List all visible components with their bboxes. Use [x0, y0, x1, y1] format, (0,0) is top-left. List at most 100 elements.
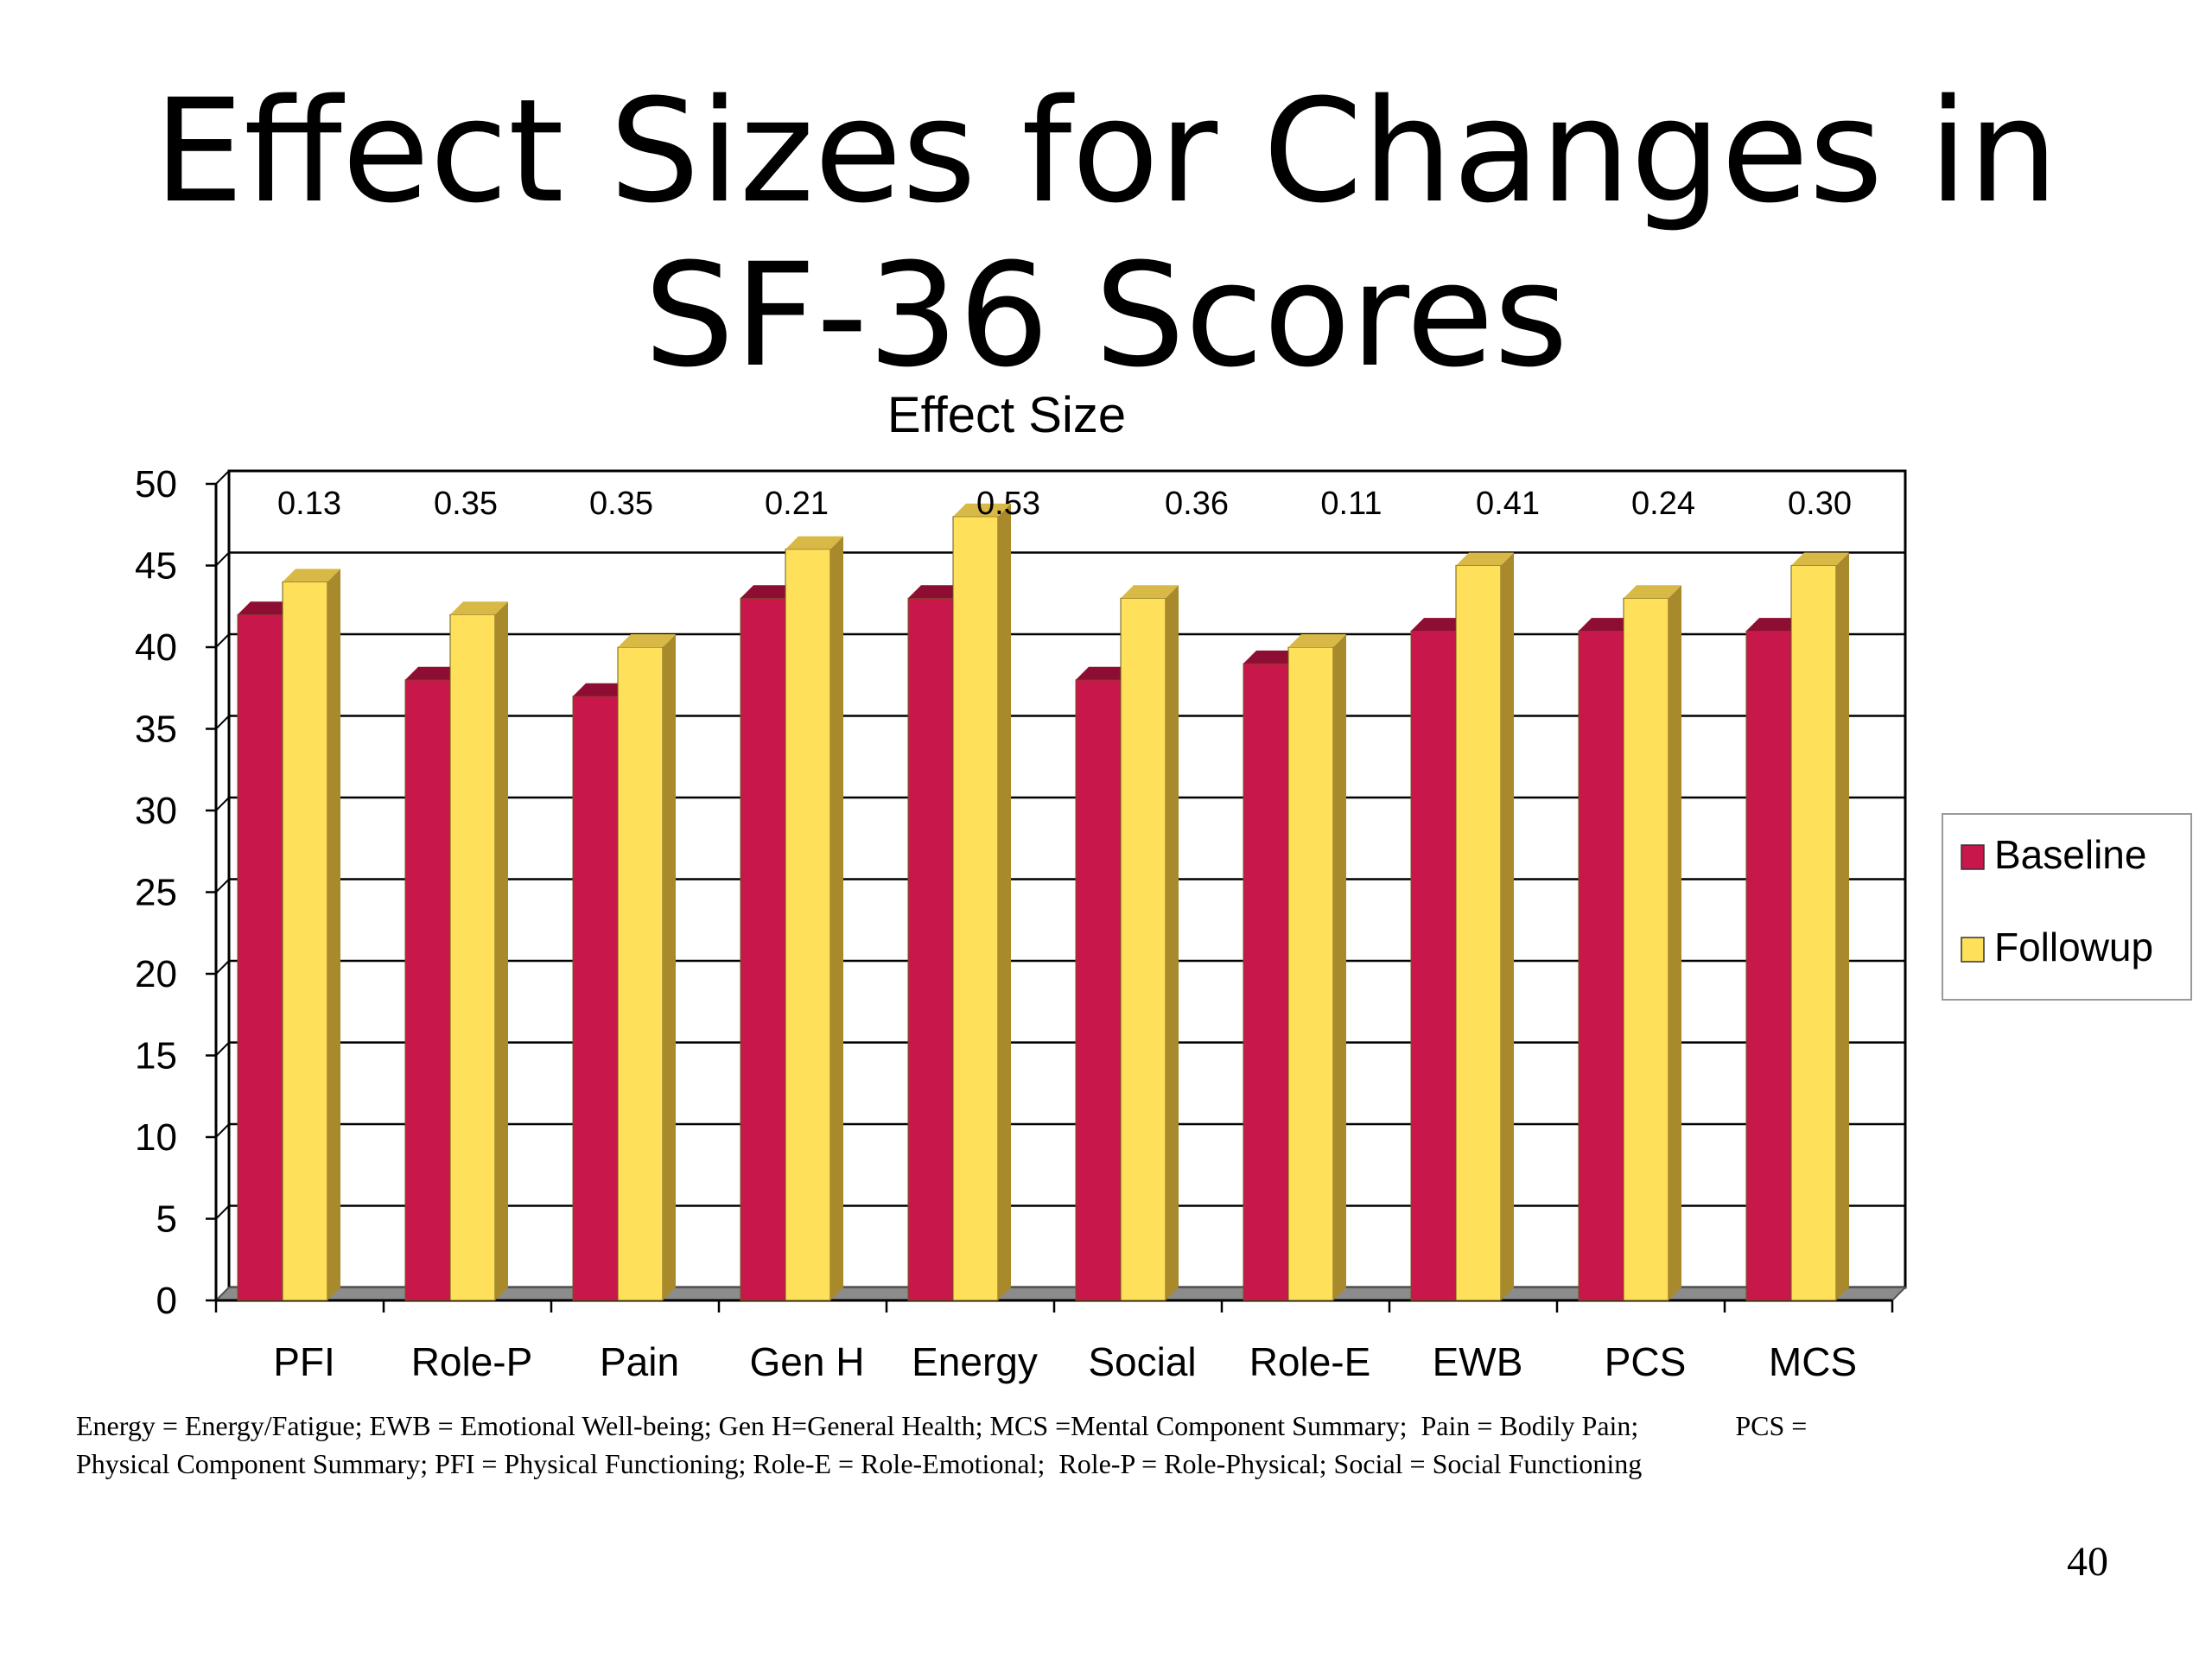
effect-size-label: 0.36 [1165, 486, 1229, 522]
gridline-side [215, 960, 230, 975]
bar-baseline [740, 597, 786, 1301]
bar-top-baseline [1243, 650, 1301, 664]
abbreviation-footnote: Energy = Energy/Fatigue; EWB = Emotional… [76, 1407, 2150, 1483]
effect-size-label: 0.13 [277, 486, 341, 522]
bar-followup [282, 581, 328, 1301]
bar-side-followup [830, 536, 843, 1300]
bar-baseline [907, 597, 954, 1301]
bar-baseline [404, 679, 451, 1301]
bar-baseline [1745, 630, 1792, 1301]
gridline-side [215, 715, 230, 730]
y-tick-label: 10 [135, 1116, 177, 1159]
chart-title: Effect Size [887, 387, 1126, 443]
y-tick-label: 15 [135, 1035, 177, 1077]
bar-followup [1287, 646, 1334, 1301]
bar-side-followup [327, 569, 340, 1300]
bar-top-followup [1791, 552, 1849, 566]
bar-baseline [1410, 630, 1457, 1301]
bar-top-followup [953, 503, 1011, 517]
legend-label-baseline: Baseline [1994, 832, 2146, 877]
effect-size-label: 0.24 [1631, 486, 1695, 522]
y-tick-label: 35 [135, 709, 177, 751]
bar-followup [1790, 565, 1837, 1301]
y-tick-label: 0 [156, 1280, 177, 1322]
bar-top-followup [1624, 585, 1681, 599]
bar-followup [1120, 597, 1166, 1301]
bar-top-baseline [1746, 618, 1804, 632]
effect-size-label: 0.41 [1476, 486, 1540, 522]
bar-side-followup [998, 503, 1011, 1300]
bar-top-followup [785, 536, 843, 550]
y-tick-label: 20 [135, 953, 177, 995]
y-tick-label: 45 [135, 545, 177, 588]
x-tick-label: Gen H [750, 1339, 865, 1384]
page-number: 40 [2067, 1539, 2108, 1585]
bar-top-baseline [1076, 666, 1134, 680]
effect-size-label: 0.53 [976, 486, 1040, 522]
effect-size-chart: Effect Size 0 5 10 15 20 25 30 35 40 45 50 PFI 0.13 Ro… [135, 387, 2192, 1384]
effect-size-label: 0.11 [1320, 486, 1382, 522]
gridline-side [215, 1123, 230, 1138]
effect-size-label: 0.35 [434, 486, 498, 522]
gridline-side [215, 878, 230, 893]
gridline-side [215, 470, 230, 485]
bar-top-followup [1456, 552, 1514, 566]
x-tick-label: Social [1088, 1339, 1196, 1384]
effect-size-label: 0.21 [765, 486, 829, 522]
bar-baseline [572, 696, 619, 1301]
footnote-line-2: Physical Component Summary; PFI = Physic… [76, 1448, 1643, 1479]
x-tick-label: Pain [600, 1339, 679, 1384]
bar-side-followup [663, 634, 676, 1300]
bar-side-followup [1166, 585, 1179, 1300]
bar-baseline [1243, 663, 1289, 1301]
bar-side-followup [495, 601, 508, 1300]
bar-top-followup [1121, 585, 1179, 599]
bar-baseline [237, 613, 283, 1301]
x-tick-label: PCS [1605, 1339, 1687, 1384]
x-tick-label: Role-P [411, 1339, 533, 1384]
y-tick-label: 30 [135, 790, 177, 832]
bar-baseline [1578, 630, 1624, 1301]
effect-size-label: 0.35 [589, 486, 653, 522]
bar-top-followup [1288, 634, 1346, 647]
bar-followup [449, 613, 496, 1301]
bar-top-followup [283, 569, 340, 582]
y-tick-label: 40 [135, 626, 177, 669]
x-tick-label: Energy [912, 1339, 1038, 1384]
bar-top-baseline [1411, 618, 1469, 632]
bar-followup [952, 516, 999, 1301]
slide-title-line-2: SF-36 Scores [644, 232, 1568, 398]
bar-top-baseline [741, 585, 798, 599]
x-tick-label: Role-E [1249, 1339, 1371, 1384]
x-tick-label: MCS [1769, 1339, 1857, 1384]
bar-top-baseline [238, 601, 296, 615]
legend: Baseline Followup [1942, 813, 2192, 1001]
x-tick-label: EWB [1433, 1339, 1523, 1384]
bar-top-baseline [573, 683, 631, 696]
slide-title-line-1: Effect Sizes for Changes in [153, 68, 2059, 234]
bar-top-followup [450, 601, 508, 615]
legend-swatch-followup [1961, 937, 1985, 963]
gridline-side [215, 1041, 230, 1057]
bar-followup [785, 549, 831, 1301]
bar-top-baseline [405, 666, 463, 680]
bar-top-baseline [908, 585, 966, 599]
bar-baseline [1075, 679, 1122, 1301]
bar-side-followup [1836, 552, 1849, 1300]
bar-followup [1455, 565, 1502, 1301]
bar-followup [1623, 597, 1669, 1301]
bar-top-baseline [1579, 618, 1637, 632]
gridline-side [215, 633, 230, 648]
footnote-line-1: Energy = Energy/Fatigue; EWB = Emotional… [76, 1410, 1808, 1441]
bar-side-followup [1333, 634, 1346, 1300]
gridline-side [215, 1205, 230, 1220]
y-tick-label: 50 [135, 463, 177, 505]
legend-label-followup: Followup [1994, 925, 2153, 969]
gridline-side [215, 551, 230, 567]
bar-side-followup [1669, 585, 1681, 1300]
slide-title: Effect Sizes for Changes in SF-36 Scores [0, 69, 2212, 397]
x-tick-label: PFI [273, 1339, 335, 1384]
bar-side-followup [1501, 552, 1514, 1300]
bar-top-followup [618, 634, 676, 647]
y-tick-label: 25 [135, 872, 177, 914]
